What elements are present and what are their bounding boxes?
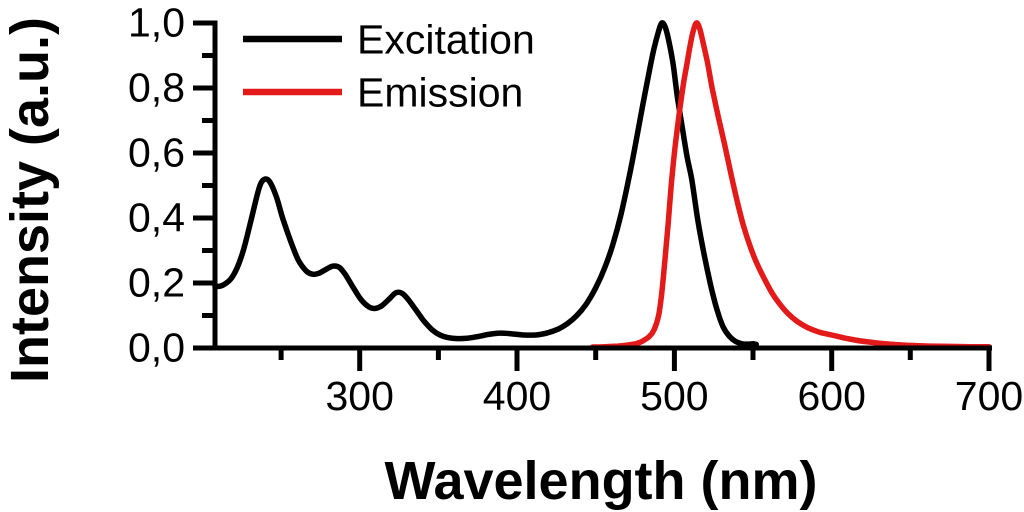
curves-layer (212, 20, 992, 350)
series-curve-excitation (212, 20, 759, 348)
y-tick-label: 0,0 (128, 324, 185, 371)
series-curve-emission (589, 20, 992, 350)
x-tick-label: 400 (482, 373, 552, 419)
x-tick-label: 500 (640, 373, 709, 419)
y-tick-label: 0,6 (128, 129, 185, 176)
legend-line-swatches (243, 35, 342, 96)
y-tick-label: 0,2 (128, 259, 185, 306)
x-tick-label: 600 (797, 373, 866, 419)
x-axis-title: Wavelength (nm) (384, 451, 818, 511)
legend-label-emission: Emission (357, 69, 524, 116)
y-tick-label: 1,0 (128, 0, 185, 46)
x-tick-label: 700 (954, 373, 1024, 419)
y-tick-label: 0,8 (128, 64, 185, 111)
y-tick-label: 0,4 (128, 194, 185, 241)
x-tick-label: 300 (325, 373, 394, 419)
y-axis-title: Intensity (a.u.) (0, 16, 60, 384)
axes-layer (193, 20, 992, 371)
legend-label-excitation: Excitation (357, 16, 535, 63)
